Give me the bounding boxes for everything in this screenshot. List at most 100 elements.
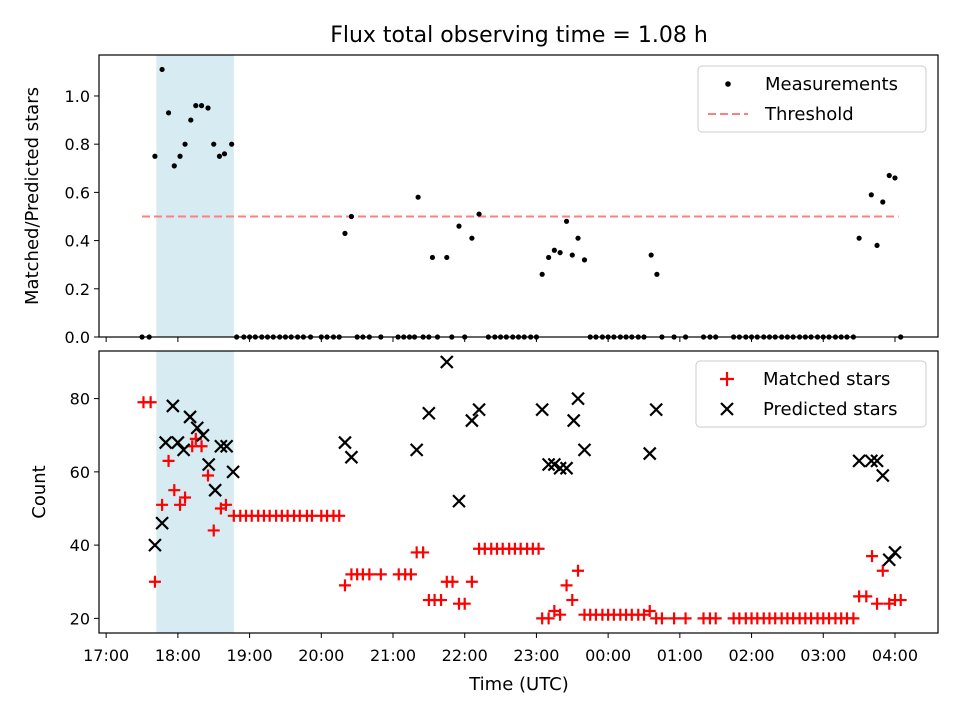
matched-point: [655, 612, 668, 625]
measurement-point: [581, 257, 588, 263]
bottom-y-ticks: 20 40 60 80: [70, 390, 99, 628]
matched-point: [338, 579, 351, 592]
legend-matched-label: Matched stars: [763, 369, 890, 390]
measurement-point: [856, 235, 862, 241]
predicted-point: [553, 461, 567, 475]
matched-point: [446, 575, 459, 588]
measurement-point: [177, 153, 183, 159]
matched-point: [458, 597, 471, 610]
measurement-point: [648, 252, 654, 258]
top-y-tick-label: 0.4: [65, 232, 90, 251]
predicted-point: [201, 457, 216, 472]
predicted-point: [559, 461, 574, 475]
legend-predicted-label: Predicted stars: [763, 399, 897, 420]
measurement-point: [880, 199, 886, 205]
matched-point: [554, 608, 567, 621]
matched-point: [374, 568, 387, 581]
bottom-y-tick-label: 60: [70, 463, 90, 482]
bottom-axes-frame: [98, 350, 939, 634]
measurement-point: [159, 66, 165, 73]
measurement-point: [211, 141, 217, 147]
legend-measurements-label: Measurements: [765, 74, 898, 95]
measurement-point: [444, 254, 450, 261]
x-axis-label: Time (UTC): [468, 674, 569, 695]
x-tick-label: 23:00: [513, 646, 559, 665]
measurement-point: [456, 223, 462, 229]
predicted-point: [642, 446, 657, 461]
predicted-point: [649, 402, 663, 417]
predicted-point: [541, 457, 556, 472]
predicted-points: [148, 355, 902, 567]
x-tick-label: 01:00: [657, 646, 703, 665]
measurement-point: [221, 151, 228, 157]
x-tick-label: 22:00: [442, 646, 488, 665]
measurement-point: [193, 103, 199, 109]
matched-point: [363, 568, 376, 581]
measurement-point: [874, 242, 880, 249]
predicted-point: [208, 483, 222, 497]
highlight-span-top: [156, 55, 234, 337]
matched-point: [860, 590, 873, 603]
measurement-point: [229, 141, 235, 147]
top-legend-box: [697, 65, 927, 133]
matched-point: [643, 605, 656, 618]
measurement-point: [892, 175, 898, 181]
measurement-point: [539, 271, 545, 277]
chart-title: Flux total observing time = 1.08 h: [330, 23, 708, 48]
measurement-point: [216, 153, 223, 159]
matched-point: [162, 454, 175, 467]
predicted-point: [452, 494, 466, 508]
legend-predicted-marker: [720, 402, 734, 416]
top-legend: Measurements Threshold: [697, 65, 927, 133]
top-y-tick-label: 0.2: [65, 280, 90, 299]
predicted-point: [465, 413, 479, 428]
bottom-y-tick-label: 40: [70, 536, 90, 555]
predicted-point: [338, 435, 352, 450]
matched-point: [174, 498, 187, 511]
predicted-point: [155, 516, 169, 530]
matched-point: [417, 546, 430, 559]
matched-point: [148, 575, 161, 588]
matched-point: [219, 498, 232, 511]
x-tick-label: 19:00: [227, 646, 273, 665]
measurement-point: [429, 254, 436, 261]
matched-point: [195, 440, 208, 453]
predicted-point: [171, 435, 185, 450]
measurement-point: [198, 103, 205, 109]
measurement-point: [886, 172, 892, 179]
predicted-point: [214, 439, 228, 453]
measurement-point: [182, 141, 188, 147]
x-tick-label: 21:00: [370, 646, 416, 665]
x-tick-label: 00:00: [585, 646, 631, 665]
measurement-point: [563, 218, 570, 224]
measurement-point: [165, 110, 172, 116]
matched-point: [168, 484, 181, 497]
predicted-point: [852, 454, 866, 468]
top-y-tick-label: 0.8: [65, 135, 90, 154]
measurement-point: [171, 163, 177, 169]
matched-point: [894, 594, 907, 607]
bottom-y-axis-label: Count: [29, 465, 50, 518]
measurement-point: [348, 213, 355, 220]
matched-point: [566, 594, 579, 607]
top-x-ticks: [105, 337, 896, 342]
predicted-point: [577, 443, 592, 457]
top-y-tick-label: 0.0: [65, 328, 90, 347]
matched-point: [465, 575, 478, 588]
predicted-point: [166, 399, 180, 413]
highlight-span-bottom: [156, 351, 234, 633]
matched-point: [866, 550, 879, 563]
predicted-point: [183, 410, 197, 424]
predicted-point: [440, 355, 454, 369]
matched-point: [201, 469, 214, 482]
matched-point: [207, 524, 220, 537]
predicted-point: [409, 443, 424, 457]
x-tick-label: 02:00: [729, 646, 775, 665]
legend-threshold-label: Threshold: [764, 104, 854, 125]
x-tick-label: 04:00: [872, 646, 918, 665]
top-y-ticks: 0.0 0.2 0.4 0.6 0.8 1.0: [65, 87, 99, 347]
matched-point: [679, 612, 692, 625]
bottom-y-tick-label: 20: [70, 609, 90, 628]
measurement-point: [469, 235, 475, 241]
measurement-point: [188, 117, 194, 123]
